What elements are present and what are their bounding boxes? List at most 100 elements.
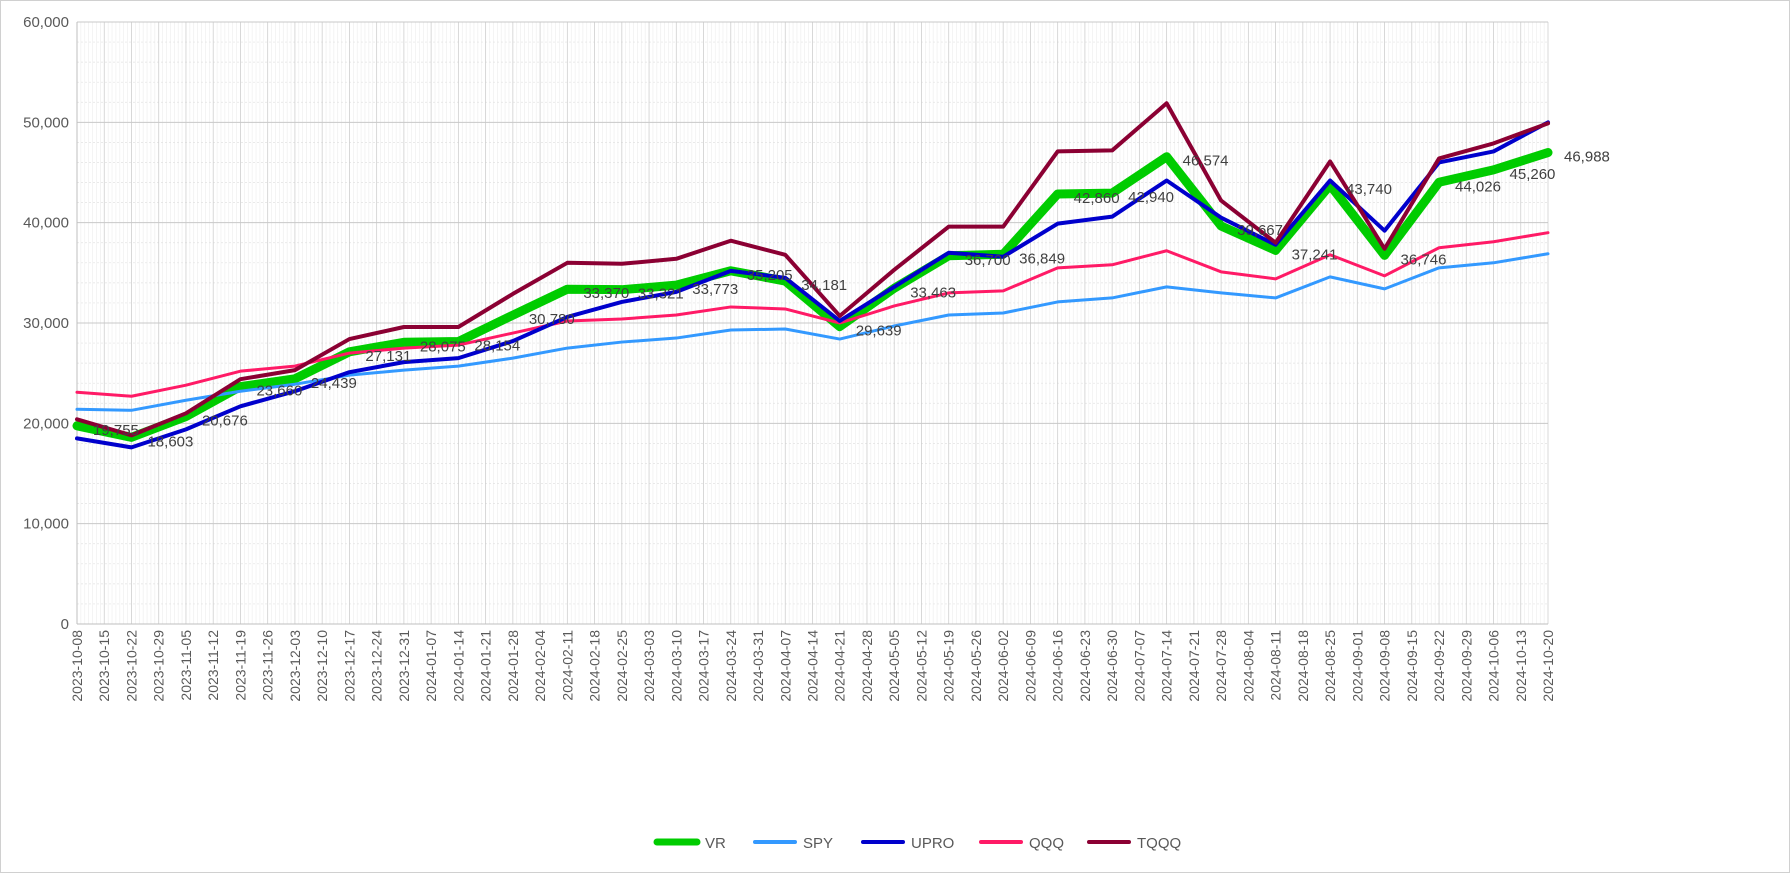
data-label: 42,940 bbox=[1128, 189, 1174, 206]
x-tick-label: 2023-11-12 bbox=[205, 630, 221, 701]
x-tick-label: 2023-10-15 bbox=[96, 630, 112, 702]
y-tick-label: 40,000 bbox=[23, 215, 69, 232]
data-label: 24,439 bbox=[311, 375, 357, 392]
data-label: 30,780 bbox=[529, 311, 575, 328]
x-tick-label: 2024-06-02 bbox=[995, 630, 1011, 702]
x-tick-label: 2024-05-26 bbox=[968, 630, 984, 702]
series-line-vr bbox=[72, 148, 1553, 442]
data-label: 20,676 bbox=[202, 413, 248, 430]
x-tick-label: 2024-02-18 bbox=[587, 630, 603, 702]
data-label: 33,773 bbox=[692, 281, 738, 298]
x-tick-label: 2024-10-20 bbox=[1540, 630, 1556, 702]
x-tick-label: 2023-11-26 bbox=[260, 630, 276, 701]
y-tick-label: 10,000 bbox=[23, 516, 69, 533]
data-label: 36,849 bbox=[1019, 250, 1065, 267]
x-tick-label: 2023-10-29 bbox=[151, 630, 167, 702]
x-tick-label: 2023-12-10 bbox=[314, 630, 330, 702]
legend: VR SPY UPRO QQQ TQQQ bbox=[653, 835, 1181, 852]
series-line-upro bbox=[75, 120, 1550, 450]
x-tick-label: 2024-04-07 bbox=[777, 630, 793, 702]
x-tick-label: 2023-12-03 bbox=[287, 630, 303, 702]
data-label: 28,075 bbox=[420, 338, 466, 355]
data-label: 34,181 bbox=[801, 277, 847, 294]
x-tick-label: 2023-12-24 bbox=[369, 630, 385, 702]
data-label: 18,603 bbox=[147, 433, 193, 450]
data-label: 37,241 bbox=[1292, 246, 1338, 263]
x-tick-label: 2024-08-04 bbox=[1240, 630, 1256, 702]
axes bbox=[76, 22, 1548, 625]
data-label: 44,026 bbox=[1455, 178, 1501, 195]
legend-label-spy: SPY bbox=[803, 835, 833, 852]
x-tick-label: 2024-03-24 bbox=[723, 630, 739, 702]
x-tick-label: 2024-10-13 bbox=[1513, 630, 1529, 702]
x-tick-label: 2023-10-22 bbox=[123, 630, 139, 702]
x-tick-label: 2024-09-08 bbox=[1377, 630, 1393, 702]
data-label: 29,639 bbox=[856, 323, 902, 340]
legend-label-qqq: QQQ bbox=[1029, 835, 1064, 852]
x-tick-label: 2024-05-12 bbox=[913, 630, 929, 702]
x-tick-label: 2024-02-11 bbox=[559, 630, 575, 701]
data-label: 39,667 bbox=[1237, 222, 1283, 239]
y-tick-label: 0 bbox=[61, 616, 69, 633]
x-tick-label: 2023-12-31 bbox=[396, 630, 412, 702]
x-tick-label: 2024-09-22 bbox=[1431, 630, 1447, 702]
data-label: 35,205 bbox=[747, 267, 793, 284]
data-label: 33,321 bbox=[638, 286, 684, 303]
data-label: 27,131 bbox=[365, 348, 411, 365]
legend-label-tqqq: TQQQ bbox=[1137, 835, 1181, 852]
x-tick-label: 2024-08-25 bbox=[1322, 630, 1338, 702]
data-label: 28,154 bbox=[474, 338, 520, 355]
x-tick-label: 2024-04-28 bbox=[859, 630, 875, 702]
y-tick-label: 20,000 bbox=[23, 415, 69, 432]
major-gridlines bbox=[76, 21, 1549, 625]
x-tick-label: 2024-06-16 bbox=[1050, 630, 1066, 702]
x-tick-label: 2023-10-08 bbox=[69, 630, 85, 702]
data-label: 45,260 bbox=[1510, 166, 1556, 183]
x-tick-label: 2024-02-25 bbox=[614, 630, 630, 702]
x-tick-label: 2024-01-14 bbox=[450, 630, 466, 702]
x-tick-label: 2024-01-21 bbox=[478, 630, 494, 702]
x-tick-label: 2024-09-01 bbox=[1349, 630, 1365, 702]
x-tick-label: 2024-08-11 bbox=[1268, 630, 1284, 701]
x-tick-label: 2023-12-17 bbox=[341, 630, 357, 702]
x-tick-label: 2024-02-04 bbox=[532, 630, 548, 702]
data-label: 19,755 bbox=[93, 422, 139, 439]
data-label: 46,988 bbox=[1564, 149, 1610, 166]
data-label: 43,740 bbox=[1346, 181, 1392, 198]
series-line-tqqq bbox=[75, 101, 1550, 438]
x-tick-label: 2024-03-03 bbox=[641, 630, 657, 702]
x-tick-label: 2024-07-07 bbox=[1131, 630, 1147, 702]
x-tick-label: 2024-05-19 bbox=[941, 630, 957, 702]
data-label: 46,574 bbox=[1183, 153, 1229, 170]
x-tick-label: 2023-11-19 bbox=[232, 630, 248, 701]
x-tick-label: 2024-10-06 bbox=[1486, 630, 1502, 702]
data-label: 23,660 bbox=[256, 383, 302, 400]
x-tick-label: 2024-06-23 bbox=[1077, 630, 1093, 702]
x-tick-label: 2024-09-15 bbox=[1404, 630, 1420, 702]
x-tick-label: 2024-09-29 bbox=[1458, 630, 1474, 702]
data-label: 36,700 bbox=[965, 252, 1011, 269]
x-tick-label: 2023-11-05 bbox=[178, 630, 194, 701]
x-tick-label: 2024-01-28 bbox=[505, 630, 521, 702]
series-lines bbox=[72, 101, 1553, 450]
x-tick-label: 2024-03-31 bbox=[750, 630, 766, 702]
data-label: 33,370 bbox=[583, 285, 629, 302]
x-tick-label: 2024-05-05 bbox=[886, 630, 902, 702]
data-label: 33,463 bbox=[910, 284, 956, 301]
y-axis-tick-labels: 0 10,000 20,000 30,000 40,000 50,000 60,000 bbox=[23, 14, 69, 633]
y-tick-label: 50,000 bbox=[23, 114, 69, 131]
y-tick-label: 30,000 bbox=[23, 315, 69, 332]
data-label: 42,860 bbox=[1074, 190, 1120, 207]
y-tick-label: 60,000 bbox=[23, 14, 69, 31]
x-tick-label: 2024-07-14 bbox=[1159, 630, 1175, 702]
x-tick-label: 2024-07-28 bbox=[1213, 630, 1229, 702]
legend-label-upro: UPRO bbox=[911, 835, 954, 852]
x-tick-label: 2024-04-21 bbox=[832, 630, 848, 702]
x-tick-label: 2024-07-21 bbox=[1186, 630, 1202, 702]
x-tick-label: 2024-03-10 bbox=[668, 630, 684, 702]
x-tick-label: 2024-06-09 bbox=[1022, 630, 1038, 702]
x-tick-label: 2024-06-30 bbox=[1104, 630, 1120, 702]
x-tick-label: 2024-01-07 bbox=[423, 630, 439, 702]
